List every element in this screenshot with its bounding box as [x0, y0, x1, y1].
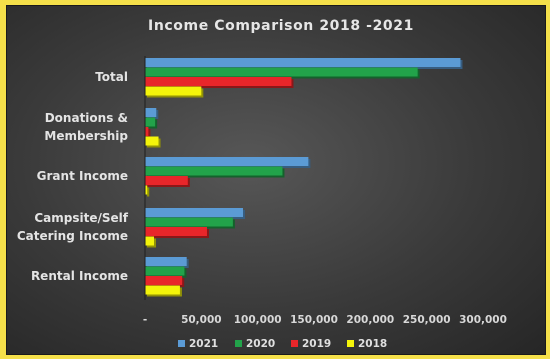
bar [145, 58, 463, 69]
legend-swatch [291, 340, 298, 347]
legend-item: 2020 [235, 338, 275, 350]
bar [145, 266, 187, 278]
legend-label: 2021 [189, 338, 218, 350]
bar [145, 136, 161, 148]
bar [145, 176, 190, 187]
bar [145, 157, 311, 168]
legend-swatch [347, 340, 354, 347]
category-label: Campsite/Self Catering Income [17, 211, 129, 243]
category-label: Rental Income [31, 269, 128, 283]
bar [145, 108, 159, 119]
x-tick-labels: - 50,000 100,000 150,000 200,000 250,000 300,0… [143, 314, 507, 326]
bar-face [145, 266, 185, 276]
bar-face [145, 276, 183, 285]
bar [145, 227, 209, 238]
bar [145, 185, 150, 197]
bar [145, 77, 294, 88]
legend-item: 2018 [347, 338, 387, 350]
x-tick-label: 150,000 [290, 314, 338, 326]
bar-face [145, 117, 156, 127]
bars [145, 58, 463, 297]
bar-shadow [147, 187, 150, 197]
bar-face [145, 136, 159, 146]
bar [145, 276, 185, 287]
bar [145, 208, 246, 219]
bar-face [145, 157, 309, 166]
bar-face [145, 227, 207, 236]
bar-face [145, 86, 202, 96]
bar-face [145, 236, 155, 246]
bar-face [145, 217, 233, 227]
bar-face [145, 67, 418, 77]
bar [145, 285, 182, 297]
bar [145, 217, 235, 229]
category-label: Donations & Membership [44, 111, 128, 143]
category-labels: Total Donations & Membership Grant Income Ca… [17, 70, 129, 283]
legend-swatch [178, 340, 185, 347]
bar-face [145, 77, 292, 86]
legend-item: 2019 [291, 338, 331, 350]
bar-face [145, 185, 148, 195]
bar-face [145, 127, 149, 136]
chart-title: Income Comparison 2018 -2021 [148, 18, 414, 34]
bar-face [145, 166, 283, 176]
legend-label: 2019 [302, 338, 331, 350]
x-tick-label: 100,000 [234, 314, 282, 326]
bar [145, 166, 285, 178]
legend-item: 2021 [178, 338, 218, 350]
x-tick-label: 300,000 [459, 314, 507, 326]
bar-face [145, 58, 461, 67]
x-tick-label: 250,000 [403, 314, 451, 326]
legend: 2021 2020 2019 2018 [178, 338, 387, 350]
legend-label: 2018 [358, 338, 387, 350]
legend-label: 2020 [246, 338, 275, 350]
bar [145, 117, 158, 129]
x-tick-label: 50,000 [181, 314, 222, 326]
bar [145, 236, 157, 248]
bar [145, 257, 189, 268]
bar-face [145, 208, 244, 217]
bar [145, 67, 420, 79]
x-tick-label: 200,000 [346, 314, 394, 326]
bar-face [145, 285, 180, 295]
category-label: Total [95, 70, 128, 84]
category-label: Grant Income [37, 169, 128, 183]
bar-face [145, 108, 157, 117]
bar-face [145, 257, 187, 266]
bar [145, 86, 204, 98]
x-tick-label: - [143, 314, 147, 326]
legend-swatch [235, 340, 242, 347]
bar-shadow [147, 129, 151, 138]
bar [145, 127, 151, 138]
bar-face [145, 176, 188, 185]
